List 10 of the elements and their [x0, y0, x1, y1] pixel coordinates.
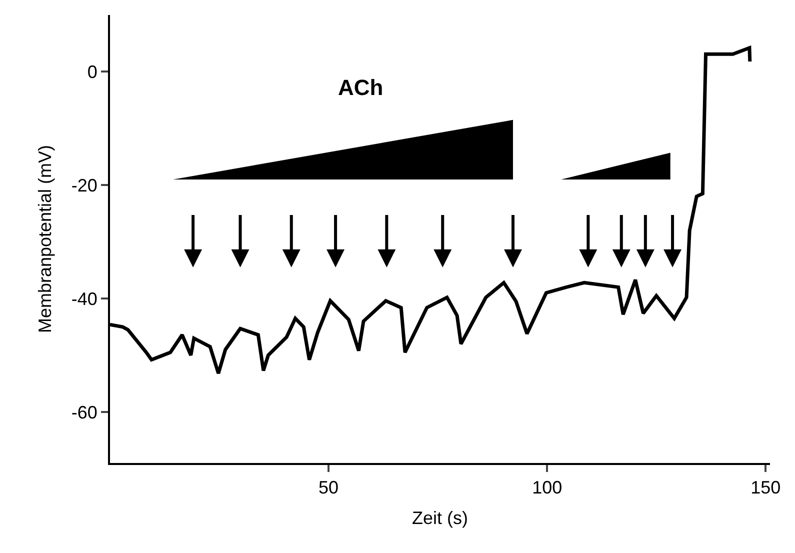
x-tick-label: 100 — [532, 478, 562, 498]
y-tick-label: -40 — [71, 288, 98, 309]
x-tick-label: 50 — [318, 478, 339, 498]
annotation: ACh — [338, 75, 384, 100]
x-tick-label: 150 — [750, 478, 781, 498]
x-axis-title: Zeit (s) — [412, 508, 468, 528]
y-axis-title: Membranpotential (mV) — [35, 144, 56, 334]
y-tick-label: 0 — [87, 62, 98, 82]
y-tick-label: -20 — [71, 175, 98, 196]
y-tick-label: -60 — [71, 402, 98, 422]
